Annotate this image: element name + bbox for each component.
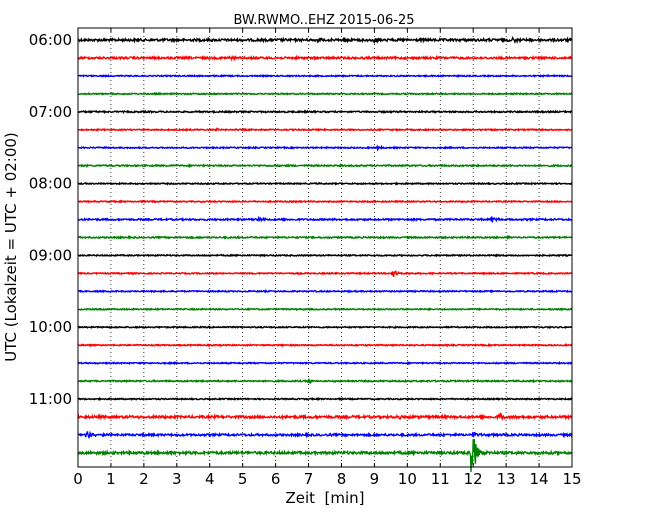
x-tick-label: 5: [238, 470, 248, 488]
x-tick-label: 12: [464, 470, 483, 488]
x-tick-label: 15: [562, 470, 581, 488]
x-tick-label: 11: [431, 470, 450, 488]
x-axis-ticks: 0 1 2 3 4 5 6 7 8 9 10 11 12 13 14 15: [73, 28, 582, 488]
x-tick-label: 9: [370, 470, 380, 488]
trace-1100: [77, 396, 573, 402]
trace-0800: [77, 181, 573, 186]
trace-0915: [77, 270, 573, 278]
x-axis-label: Zeit [min]: [285, 489, 364, 507]
y-tick-label: 07:00: [29, 103, 72, 121]
trace-0615: [77, 54, 573, 62]
trace-0815: [77, 199, 573, 204]
trace-0630: [77, 73, 573, 79]
trace-1045: [77, 377, 573, 385]
seismic-traces: [77, 35, 573, 472]
trace-0730: [77, 144, 573, 152]
trace-0645: [77, 91, 573, 96]
trace-0715: [77, 127, 573, 132]
trace-1030: [77, 360, 573, 366]
trace-1000: [77, 325, 573, 330]
y-tick-label: 08:00: [29, 175, 72, 193]
x-tick-label: 1: [106, 470, 116, 488]
trace-1015: [77, 343, 573, 348]
y-tick-label: 09:00: [29, 246, 72, 264]
trace-0930: [77, 289, 573, 294]
y-axis-label: UTC (Lokalzeit = UTC + 02:00): [2, 132, 20, 362]
trace-0600: [77, 35, 573, 45]
trace-0900: [77, 253, 573, 258]
trace-0945: [77, 307, 573, 312]
y-tick-label: 06:00: [29, 31, 72, 49]
x-tick-label: 8: [337, 470, 347, 488]
trace-1130: [77, 430, 573, 440]
x-tick-label: 14: [530, 470, 549, 488]
x-tick-label: 2: [139, 470, 149, 488]
trace-0845: [77, 234, 573, 241]
plot-frame: [77, 27, 573, 468]
trace-0700: [77, 109, 573, 115]
x-tick-label: 10: [398, 470, 417, 488]
x-tick-label: 6: [271, 470, 281, 488]
y-tick-label: 11:00: [29, 390, 72, 408]
trace-1145: [77, 439, 573, 472]
x-tick-label: 13: [497, 470, 516, 488]
x-tick-label: 4: [205, 470, 215, 488]
y-tick-label: 10:00: [29, 318, 72, 336]
trace-0745: [77, 163, 573, 169]
x-tick-label: 0: [73, 470, 83, 488]
y-axis-ticks: 06:00 07:00 08:00 09:00 10:00 11:00: [29, 31, 572, 408]
trace-0830: [77, 215, 573, 223]
x-tick-label: 7: [304, 470, 314, 488]
x-tick-label: 3: [172, 470, 182, 488]
trace-1115: [77, 412, 573, 421]
chart-title: BW.RWMO..EHZ 2015-06-25: [233, 13, 414, 28]
